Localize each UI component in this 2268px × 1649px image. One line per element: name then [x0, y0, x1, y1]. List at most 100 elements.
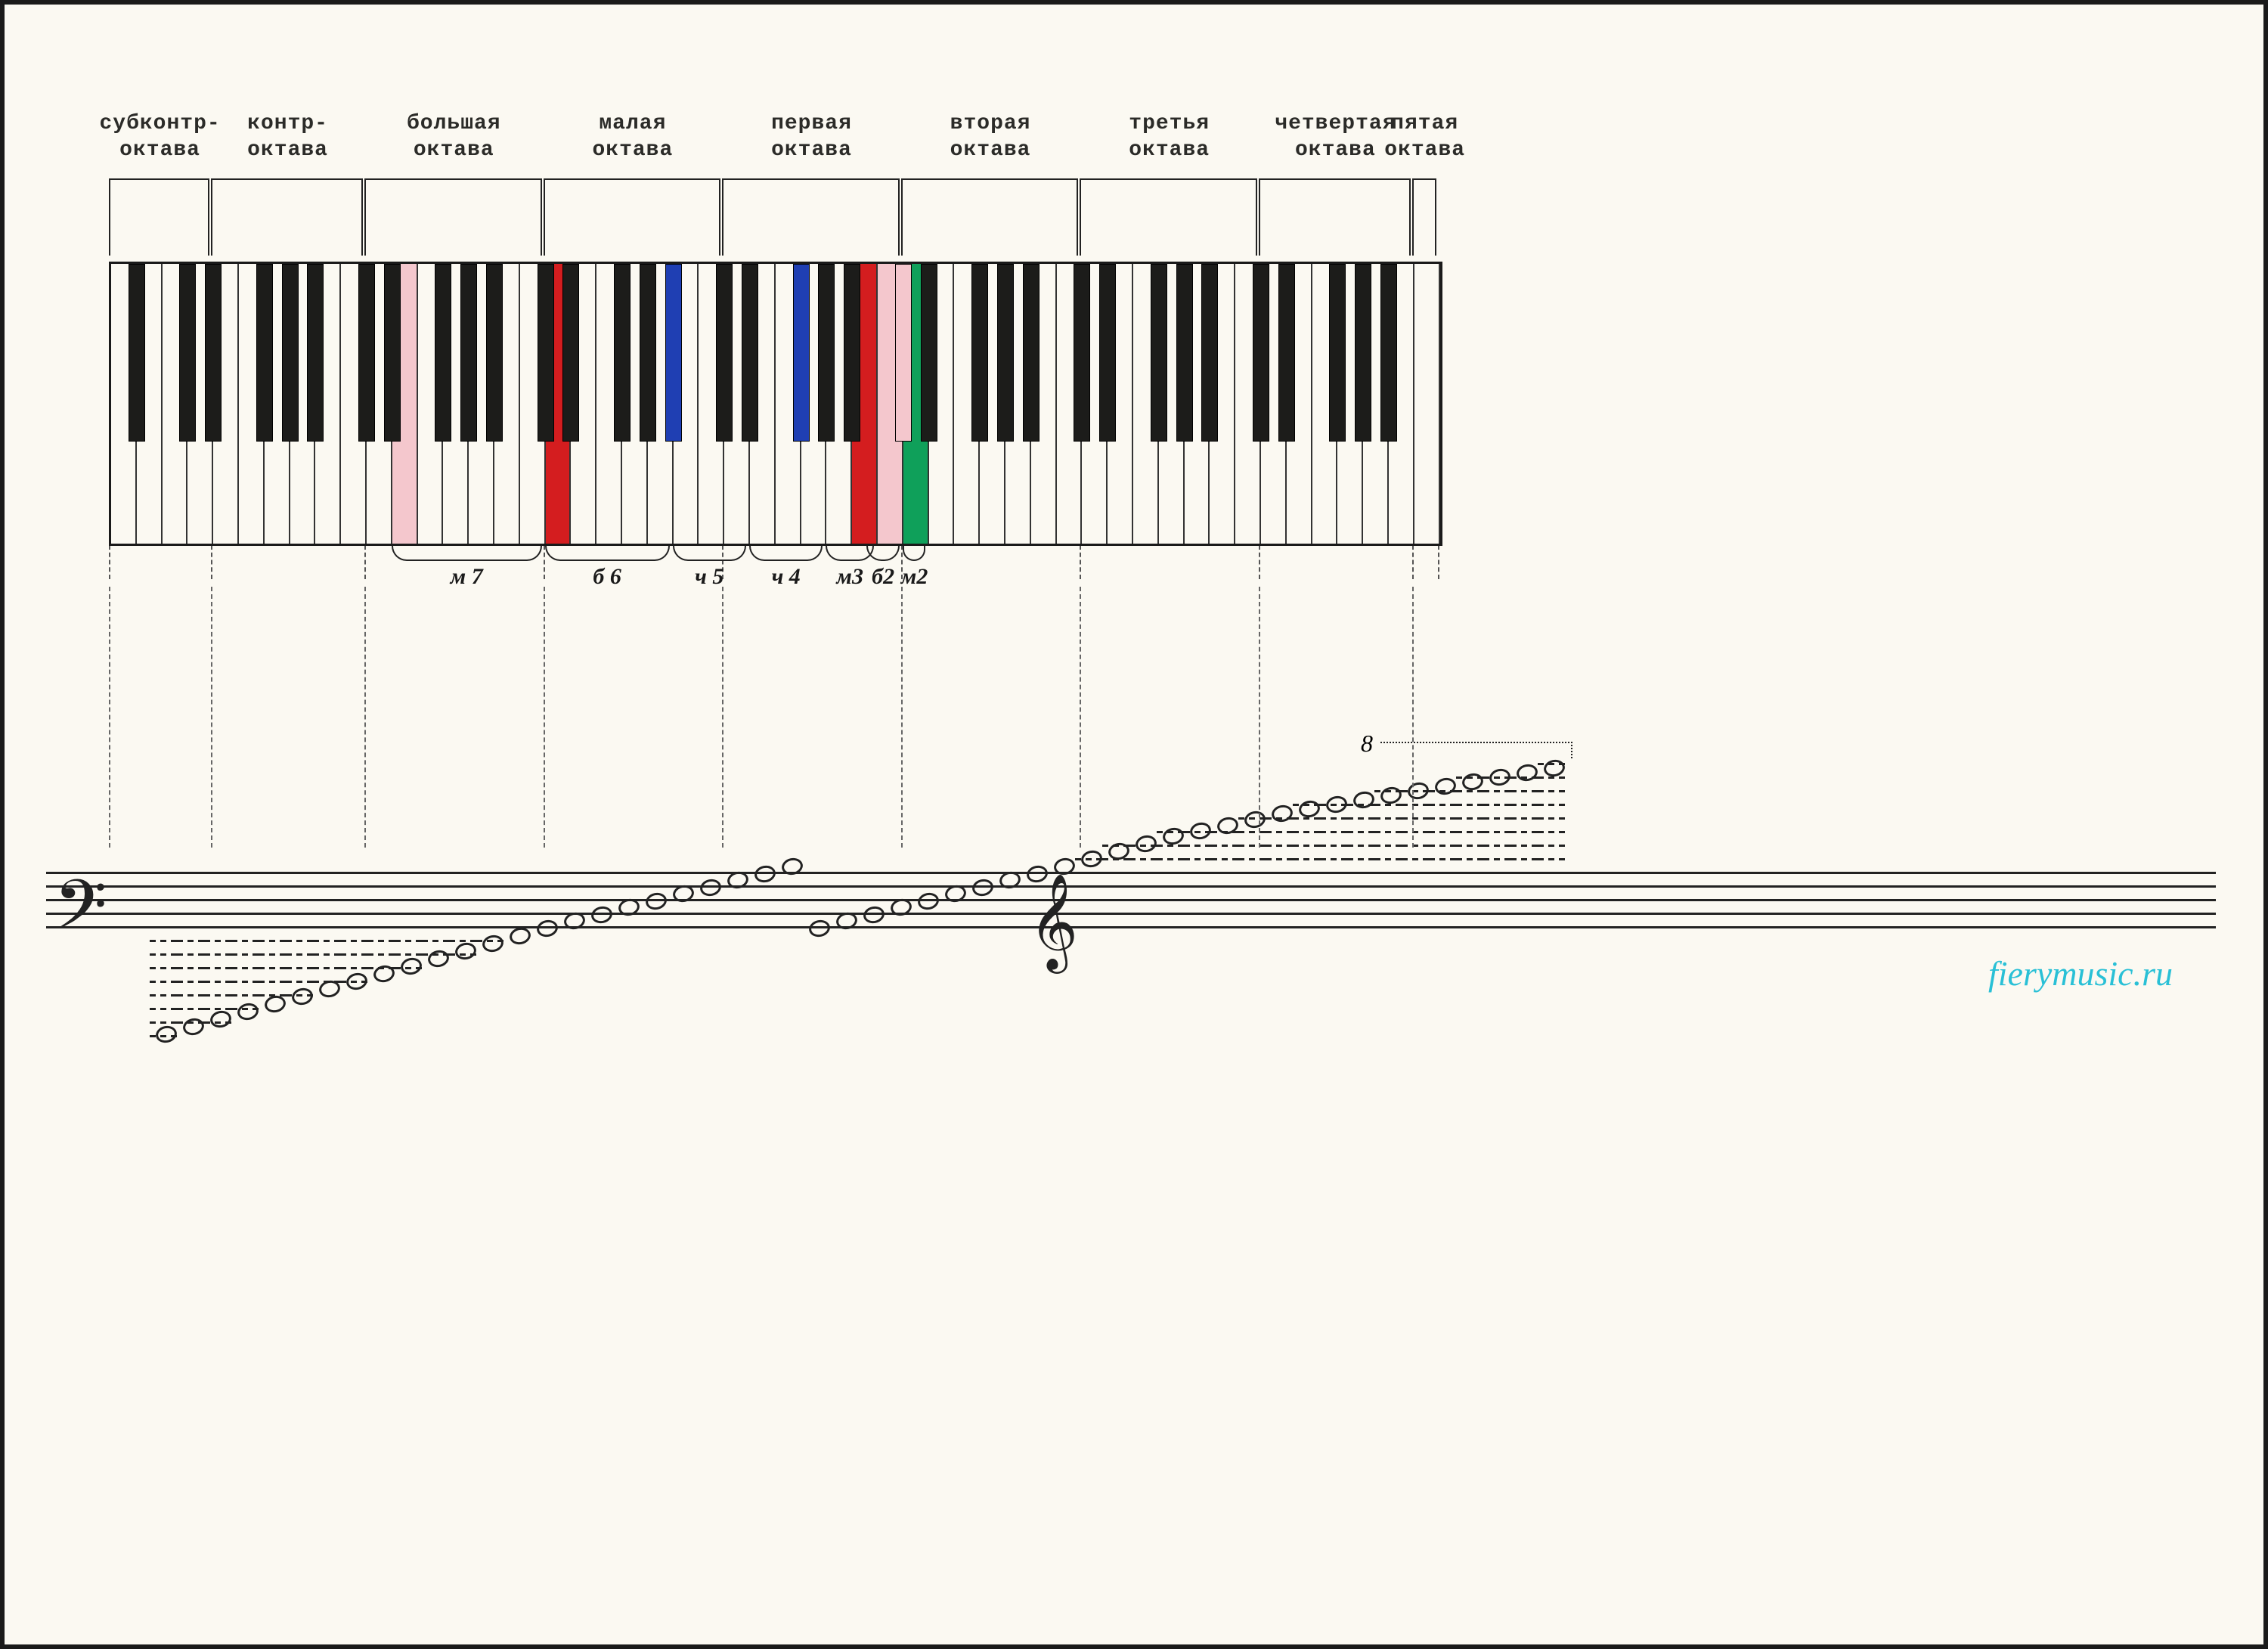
ledger-line	[150, 940, 180, 942]
ledger-line	[1157, 858, 1187, 860]
ledger-line	[1320, 817, 1350, 820]
ledger-line	[1402, 804, 1432, 806]
whole-note	[590, 904, 614, 925]
ledger-line	[286, 953, 316, 956]
ledger-line	[204, 953, 234, 956]
whole-note	[426, 948, 451, 969]
ledger-line	[150, 981, 180, 983]
octave-label-line: пятая	[1327, 110, 1523, 137]
black-key	[997, 264, 1014, 442]
ledger-line	[1510, 845, 1541, 847]
black-key	[179, 264, 196, 442]
octave-label-line: октава	[714, 137, 910, 163]
ledger-line	[340, 967, 370, 969]
ledger-line	[1320, 858, 1350, 860]
black-key	[358, 264, 375, 442]
whole-note	[236, 1001, 260, 1021]
connector-dash	[211, 587, 212, 848]
ledger-line	[1483, 845, 1514, 847]
ledger-line	[1211, 845, 1241, 847]
ledger-line	[1456, 817, 1486, 820]
black-key	[1099, 264, 1116, 442]
black-key	[205, 264, 222, 442]
black-key	[665, 264, 682, 442]
whole-note	[181, 1016, 206, 1037]
black-key	[435, 264, 451, 442]
black-key	[384, 264, 401, 442]
ledger-line	[150, 1008, 180, 1010]
ledger-line	[1510, 790, 1541, 792]
ledger-line	[1402, 831, 1432, 833]
ledger-line	[231, 953, 262, 956]
divider-dash	[364, 545, 366, 579]
ledger-line	[1320, 845, 1350, 847]
ledger-line	[1347, 831, 1377, 833]
divider-dash	[109, 545, 110, 579]
divider-dash	[1259, 545, 1260, 579]
black-key	[818, 264, 835, 442]
connector-dash	[1080, 587, 1081, 848]
ledger-line	[1184, 858, 1214, 860]
whole-note	[699, 877, 723, 897]
ledger-line	[1402, 858, 1432, 860]
ledger-line	[177, 967, 207, 969]
ledger-line	[422, 940, 452, 942]
black-key	[895, 264, 912, 442]
watermark: fierymusic.ru	[1988, 953, 2173, 993]
ottava-bracket: 8	[1380, 742, 1572, 758]
ledger-line	[1266, 831, 1296, 833]
whole-note	[1297, 798, 1321, 819]
connector-dash	[109, 587, 110, 848]
ledger-line	[313, 967, 343, 969]
whole-note	[508, 925, 532, 946]
whole-note	[481, 933, 505, 953]
octave-bracket	[1259, 178, 1411, 256]
ledger-line	[1510, 817, 1541, 820]
connector-dash	[722, 587, 723, 848]
ledger-line	[286, 981, 316, 983]
whole-note	[1515, 762, 1539, 783]
octave-label: втораяоктава	[892, 110, 1089, 163]
ledger-line	[1538, 790, 1568, 792]
ledger-line	[1347, 845, 1377, 847]
black-key	[129, 264, 145, 442]
interval-brace: б 6	[544, 546, 671, 590]
brace-arc	[903, 546, 925, 561]
black-key	[716, 264, 733, 442]
ledger-line	[1238, 845, 1269, 847]
treble-clef-icon: 𝄞	[1029, 893, 1078, 951]
brace-arc	[392, 546, 542, 561]
black-key	[282, 264, 299, 442]
ledger-line	[231, 994, 262, 997]
black-key	[256, 264, 273, 442]
black-key	[1023, 264, 1040, 442]
ledger-line	[1510, 831, 1541, 833]
octave-bracket	[211, 178, 363, 256]
interval-label: м2	[901, 564, 927, 590]
ledger-line	[340, 953, 370, 956]
ledger-line	[1456, 831, 1486, 833]
ledger-line	[1510, 858, 1541, 860]
ottava-label: 8	[1361, 730, 1373, 758]
whole-note	[399, 956, 423, 976]
ledger-line	[204, 940, 234, 942]
ledger-line	[150, 953, 180, 956]
black-key	[460, 264, 477, 442]
ledger-line	[1483, 858, 1514, 860]
black-key	[614, 264, 631, 442]
whole-note	[1325, 794, 1349, 814]
divider-dash	[1438, 545, 1439, 579]
ledger-line	[367, 953, 398, 956]
black-key	[793, 264, 810, 442]
ledger-line	[1129, 858, 1160, 860]
divider-dash	[211, 545, 212, 579]
ledger-line	[204, 1008, 234, 1010]
interval-brace: ч 4	[748, 546, 824, 590]
ledger-line	[286, 940, 316, 942]
black-key	[1380, 264, 1397, 442]
ledger-line	[1429, 858, 1459, 860]
octave-label-line: вторая	[892, 110, 1089, 137]
black-key	[742, 264, 758, 442]
ledger-line	[177, 940, 207, 942]
staff-line	[46, 899, 2216, 901]
